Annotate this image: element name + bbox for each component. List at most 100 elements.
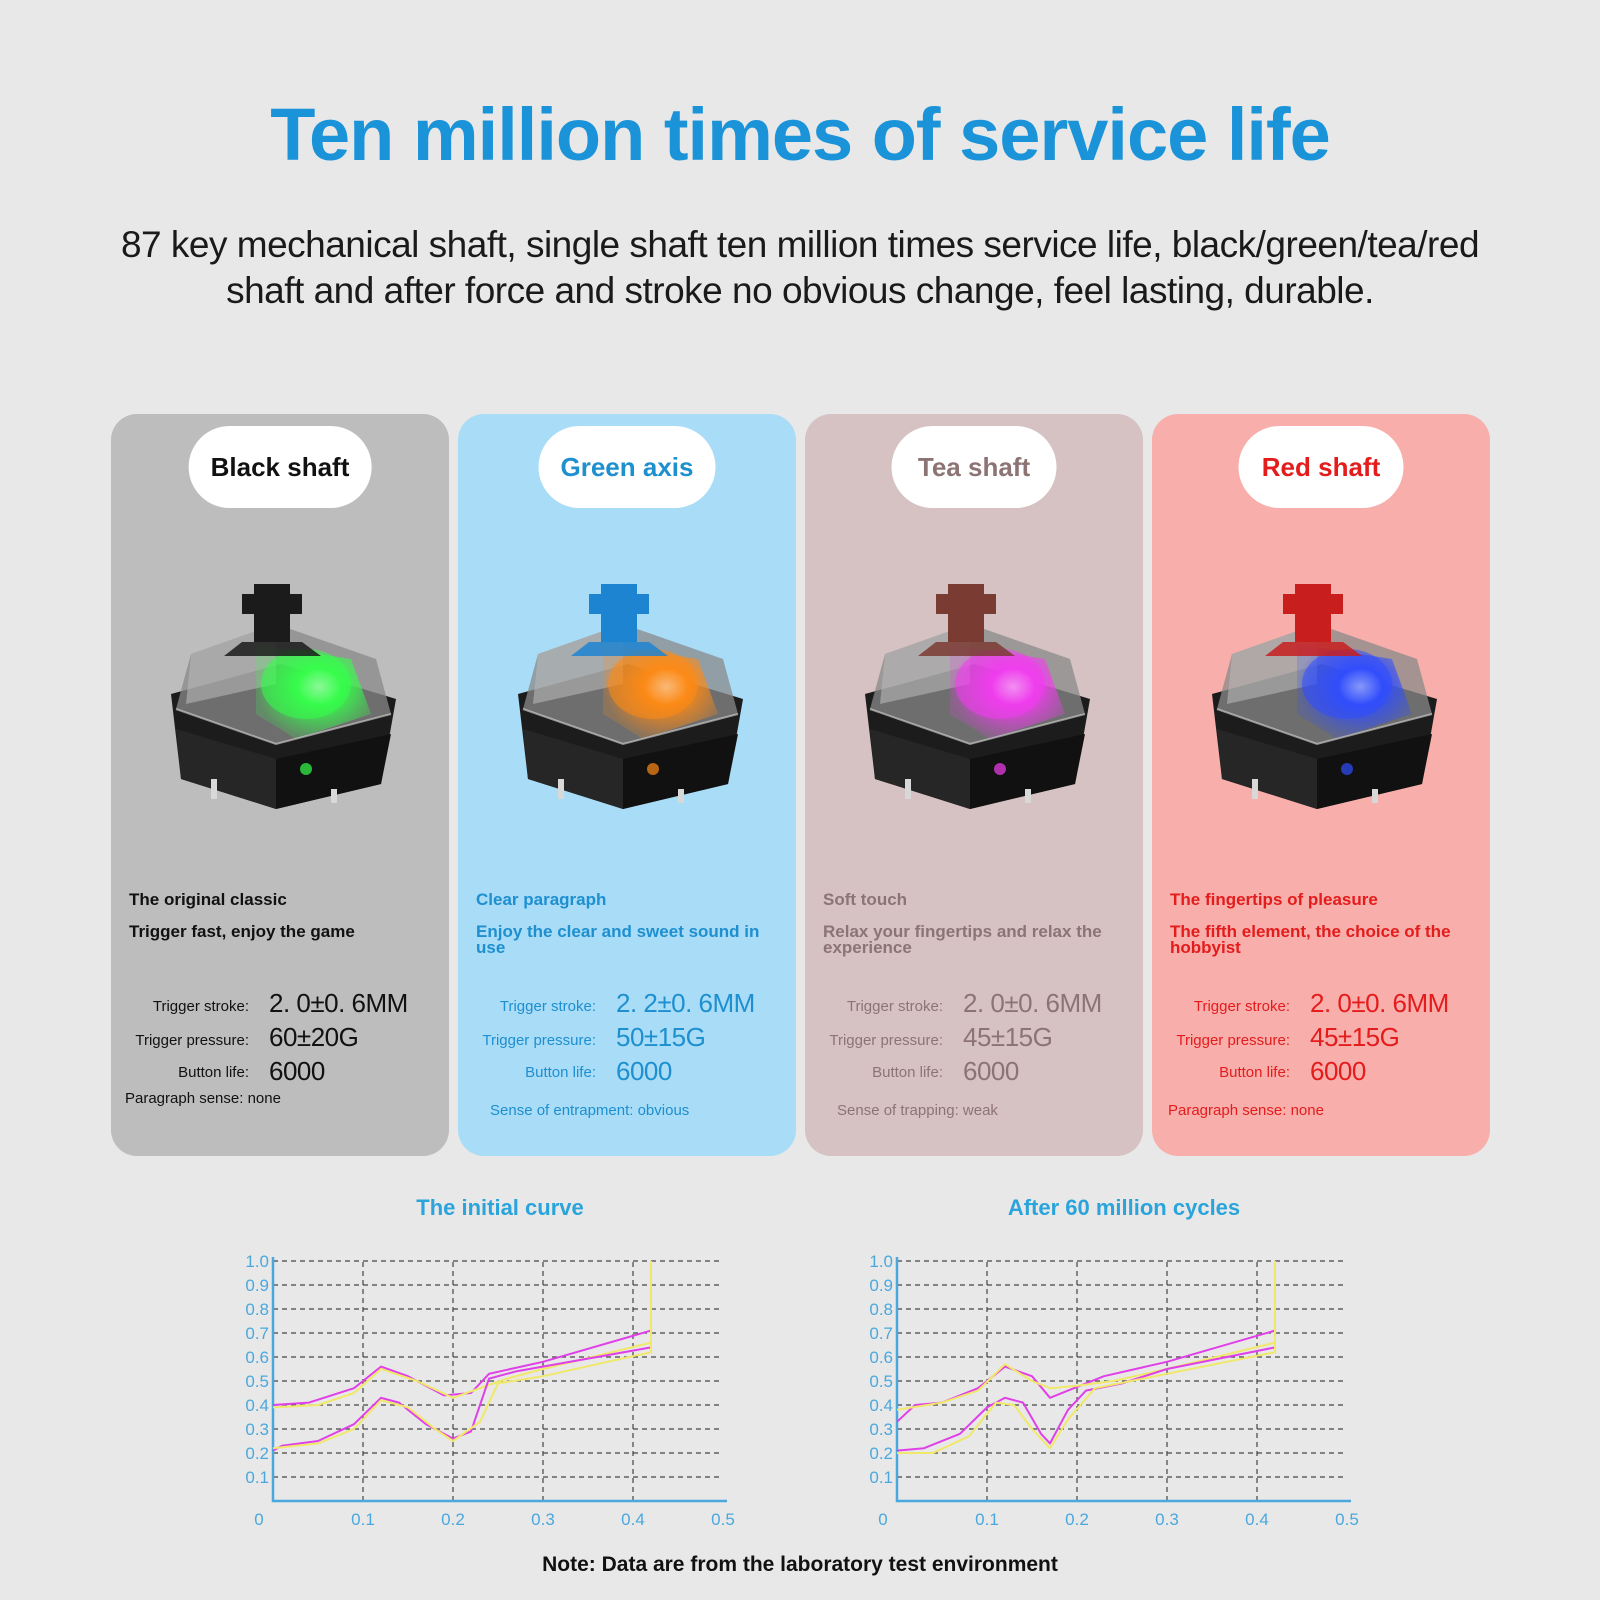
trigger-stroke-value: 2. 2±0. 6MM — [616, 988, 755, 1018]
chart-title: The initial curve — [416, 1195, 584, 1220]
switch-tagline: The original classic — [129, 890, 287, 909]
y-tick-label: 0.4 — [869, 1396, 893, 1415]
footnote: Note: Data are from the laboratory test … — [542, 1553, 1058, 1576]
trigger-pressure-label: Trigger pressure: — [135, 1032, 249, 1049]
x-tick-label: 0.5 — [1335, 1510, 1359, 1525]
y-tick-label: 0.2 — [869, 1444, 893, 1463]
y-tick-label: 0.7 — [245, 1324, 269, 1343]
trigger-stroke-value: 2. 0±0. 6MM — [1310, 988, 1449, 1018]
switch-description: The fifth element, the choice of the hob… — [1170, 922, 1451, 957]
trigger-stroke-label: Trigger stroke: — [1193, 998, 1290, 1015]
button-life-label: Button life: — [525, 1064, 596, 1081]
switch-card: Black shaft The original classic — [111, 414, 449, 1156]
trigger-pressure-label: Trigger pressure: — [1176, 1032, 1290, 1049]
y-tick-label: 0.8 — [245, 1300, 269, 1319]
y-tick-label: 0.3 — [245, 1420, 269, 1439]
x-tick-label: 0 — [878, 1510, 887, 1525]
switch-name-badge: Green axis — [538, 426, 716, 508]
mechanical-switch-icon — [171, 584, 396, 809]
y-tick-label: 0.8 — [869, 1300, 893, 1319]
line-chart-svg: 0.1 0.2 0.3 0.4 0.5 0.6 0.7 0.8 0.9 1.0 0 0.1 0.2 0.3… — [245, 1252, 735, 1525]
mechanical-switch-icon — [518, 584, 743, 809]
y-tick-label: 0.5 — [869, 1372, 893, 1391]
y-tick-label: 0.1 — [245, 1468, 269, 1487]
button-life-value: 6000 — [269, 1056, 325, 1086]
button-life-label: Button life: — [1219, 1064, 1290, 1081]
trigger-stroke-label: Trigger stroke: — [499, 998, 596, 1015]
paragraph-sense-note: Sense of entrapment: obvious — [490, 1102, 690, 1119]
paragraph-sense-note: Sense of trapping: weak — [837, 1102, 998, 1119]
paragraph-sense-note: Paragraph sense: none — [1168, 1102, 1324, 1119]
button-life-value: 6000 — [616, 1056, 672, 1086]
button-life-label: Button life: — [178, 1064, 249, 1081]
mechanical-switch-icon — [865, 584, 1090, 809]
switch-description: Relax your fingertips and relax the expe… — [823, 922, 1102, 957]
switch-card: Green axis Clear paragraph Enj — [458, 414, 796, 1156]
x-tick-label: 0.5 — [711, 1510, 735, 1525]
y-tick-label: 0.6 — [869, 1348, 893, 1367]
y-tick-label: 0.5 — [245, 1372, 269, 1391]
series-line-3 — [897, 1261, 1276, 1454]
after-cycles-chart: After 60 million cycles 0.1 0.2 0.3 0.4 0.5 0… — [864, 1195, 1384, 1525]
switch-description: Enjoy the clear and sweet sound in use — [476, 922, 760, 957]
y-tick-label: 0.6 — [245, 1348, 269, 1367]
trigger-stroke-value: 2. 0±0. 6MM — [269, 988, 408, 1018]
trigger-stroke-label: Trigger stroke: — [846, 998, 943, 1015]
switch-name: Black shaft — [210, 451, 350, 482]
y-tick-label: 1.0 — [245, 1252, 269, 1271]
button-life-value: 6000 — [1310, 1056, 1366, 1086]
series-line-3 — [272, 1261, 652, 1450]
x-tick-label: 0.3 — [1155, 1510, 1179, 1525]
switch-card: Tea shaft Soft touch Relax you — [805, 414, 1143, 1156]
trigger-pressure-value: 45±15G — [1310, 1022, 1400, 1052]
y-tick-label: 0.7 — [869, 1324, 893, 1343]
chart-title: After 60 million cycles — [1007, 1195, 1241, 1220]
switch-description: Trigger fast, enjoy the game — [129, 922, 355, 941]
switch-name: Red shaft — [1261, 451, 1381, 482]
x-tick-label: 0.2 — [1065, 1510, 1089, 1525]
trigger-pressure-label: Trigger pressure: — [482, 1032, 596, 1049]
y-tick-label: 1.0 — [869, 1252, 893, 1271]
chart-axes — [895, 1257, 1351, 1503]
y-tick-label: 0.2 — [245, 1444, 269, 1463]
mechanical-switch-icon — [1212, 584, 1437, 809]
chart-axes — [271, 1257, 727, 1503]
series-line-2 — [896, 1261, 1276, 1452]
switch-name: Tea shaft — [917, 451, 1031, 482]
page-title: Ten million times of service life — [270, 93, 1331, 176]
switch-name-badge: Black shaft — [188, 426, 372, 508]
series-line-0 — [272, 1261, 652, 1406]
trigger-pressure-value: 45±15G — [963, 1022, 1053, 1052]
x-tick-label: 0.1 — [975, 1510, 999, 1525]
x-tick-label: 0.4 — [1245, 1510, 1269, 1525]
trigger-pressure-label: Trigger pressure: — [829, 1032, 943, 1049]
y-tick-label: 0.1 — [869, 1468, 893, 1487]
trigger-stroke-value: 2. 0±0. 6MM — [963, 988, 1102, 1018]
button-life-label: Button life: — [872, 1064, 943, 1081]
trigger-stroke-label: Trigger stroke: — [152, 998, 249, 1015]
x-tick-label: 0.4 — [621, 1510, 645, 1525]
switch-name-badge: Red shaft — [1238, 426, 1404, 508]
switch-tagline: Soft touch — [823, 890, 908, 909]
x-tick-label: 0 — [254, 1510, 263, 1525]
y-tick-label: 0.3 — [869, 1420, 893, 1439]
y-tick-label: 0.9 — [869, 1276, 893, 1295]
series-line-2 — [272, 1261, 652, 1452]
switch-tagline: The fingertips of pleasure — [1170, 890, 1378, 909]
x-tick-label: 0.1 — [351, 1510, 375, 1525]
paragraph-sense-note: Paragraph sense: none — [125, 1090, 281, 1107]
x-tick-label: 0.3 — [531, 1510, 555, 1525]
series-line-1 — [272, 1261, 652, 1409]
button-life-value: 6000 — [963, 1056, 1019, 1086]
y-tick-label: 0.9 — [245, 1276, 269, 1295]
trigger-pressure-value: 50±15G — [616, 1022, 706, 1052]
initial-curve-chart: The initial curve 0.1 0.2 0.3 0.4 0.5 0.6 0.7 0… — [240, 1195, 760, 1525]
x-tick-label: 0.2 — [441, 1510, 465, 1525]
line-chart-svg: 0.1 0.2 0.3 0.4 0.5 0.6 0.7 0.8 0.9 1.0 0 0.1 0.2 0.3… — [869, 1252, 1359, 1525]
switch-tagline: Clear paragraph — [476, 890, 607, 909]
switch-name: Green axis — [560, 451, 694, 482]
series-line-1 — [896, 1261, 1276, 1411]
trigger-pressure-value: 60±20G — [269, 1022, 359, 1052]
switch-card: Red shaft The fingertips of pleasu — [1152, 414, 1490, 1156]
y-tick-label: 0.4 — [245, 1396, 269, 1415]
